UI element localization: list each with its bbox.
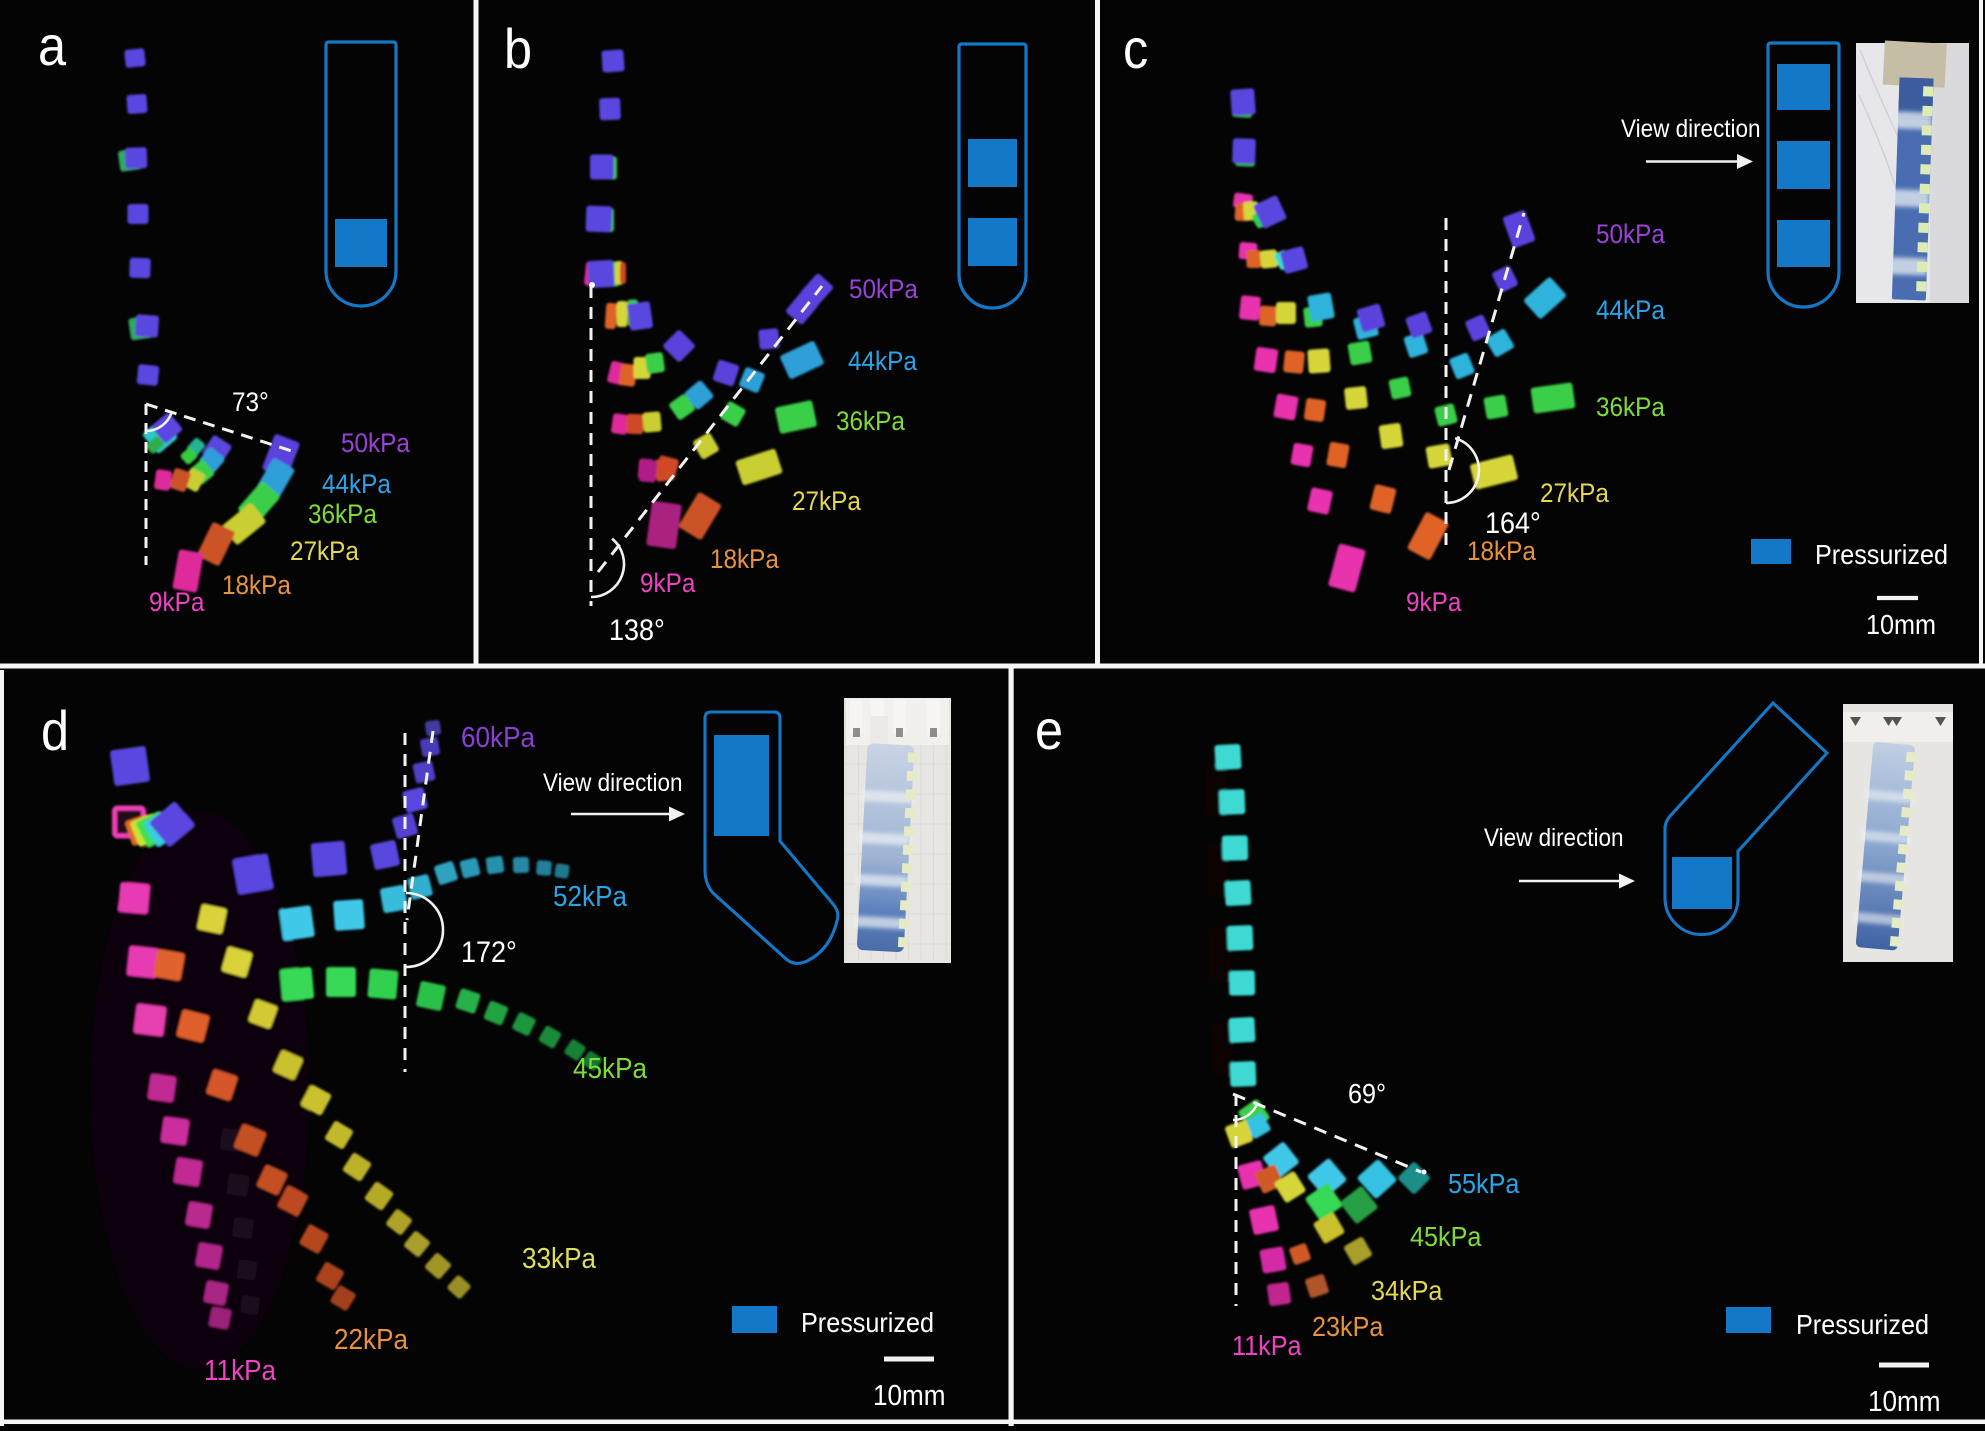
svg-text:e: e [1035,700,1063,762]
svg-text:11kPa: 11kPa [1232,1330,1302,1362]
svg-text:23kPa: 23kPa [1312,1311,1384,1343]
svg-text:27kPa: 27kPa [1540,479,1610,508]
svg-text:View direction: View direction [543,769,683,797]
svg-text:69°: 69° [1348,1078,1386,1110]
svg-text:60kPa: 60kPa [461,721,536,754]
svg-text:36kPa: 36kPa [308,500,378,529]
svg-text:9kPa: 9kPa [1406,588,1462,617]
svg-text:27kPa: 27kPa [290,537,360,566]
svg-text:50kPa: 50kPa [849,275,919,304]
svg-text:44kPa: 44kPa [322,470,392,499]
svg-text:44kPa: 44kPa [848,347,918,376]
svg-text:9kPa: 9kPa [149,588,205,617]
svg-text:22kPa: 22kPa [334,1323,409,1356]
svg-text:172°: 172° [461,936,517,970]
svg-text:18kPa: 18kPa [222,571,292,600]
svg-text:b: b [504,19,532,81]
svg-text:36kPa: 36kPa [836,407,906,436]
svg-text:52kPa: 52kPa [553,880,628,913]
svg-text:View direction: View direction [1484,824,1624,852]
svg-text:45kPa: 45kPa [1410,1221,1482,1253]
svg-text:View direction: View direction [1621,115,1761,143]
svg-text:50kPa: 50kPa [341,429,411,458]
svg-text:55kPa: 55kPa [1448,1168,1520,1200]
svg-text:50kPa: 50kPa [1596,220,1666,249]
svg-text:d: d [41,701,69,763]
svg-text:33kPa: 33kPa [522,1242,597,1275]
svg-text:Pressurized: Pressurized [1815,539,1948,571]
svg-text:10mm: 10mm [1866,609,1936,641]
svg-text:10mm: 10mm [1868,1385,1940,1418]
svg-text:c: c [1123,19,1148,81]
svg-text:44kPa: 44kPa [1596,296,1666,325]
svg-text:18kPa: 18kPa [1467,537,1537,566]
svg-text:138°: 138° [609,614,665,648]
svg-text:Pressurized: Pressurized [1796,1309,1929,1341]
svg-text:27kPa: 27kPa [792,487,862,516]
svg-text:10mm: 10mm [873,1379,945,1412]
svg-text:9kPa: 9kPa [640,569,696,598]
svg-text:45kPa: 45kPa [573,1052,648,1085]
svg-text:164°: 164° [1485,507,1541,541]
svg-text:73°: 73° [232,388,269,417]
svg-text:a: a [38,16,66,78]
svg-text:18kPa: 18kPa [710,545,780,574]
svg-text:Pressurized: Pressurized [801,1307,934,1339]
svg-text:34kPa: 34kPa [1371,1275,1443,1307]
svg-text:11kPa: 11kPa [204,1354,277,1387]
svg-text:36kPa: 36kPa [1596,393,1666,422]
